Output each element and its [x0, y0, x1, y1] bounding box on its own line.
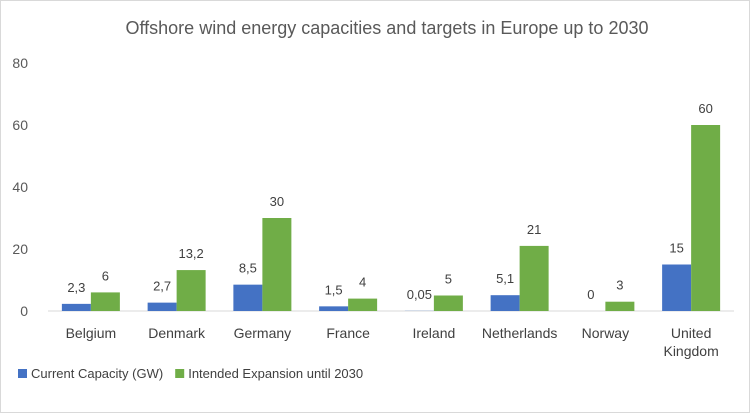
x-tick-label: Belgium	[66, 325, 117, 341]
bar-current	[319, 306, 349, 311]
data-label-current: 15	[669, 241, 683, 256]
legend-swatch-current	[18, 369, 27, 378]
bar-target	[262, 218, 292, 311]
bar-current	[147, 302, 177, 311]
data-label-current: 8,5	[239, 261, 257, 276]
bar-target	[176, 270, 206, 311]
data-label-current: 0,05	[407, 287, 432, 302]
x-tick-label: Netherlands	[482, 325, 558, 341]
bar-current	[233, 284, 263, 311]
x-tick-label: Ireland	[412, 325, 455, 341]
x-tick-label: Denmark	[148, 325, 206, 341]
y-tick-label: 0	[20, 303, 28, 319]
data-label-current: 5,1	[496, 271, 514, 286]
bar-target	[519, 245, 549, 311]
bar-target	[691, 125, 721, 311]
x-tick-label: Norway	[582, 325, 629, 341]
data-label-target: 13,2	[178, 246, 203, 261]
data-label-target: 21	[527, 222, 541, 237]
bar-target	[90, 292, 120, 311]
bar-current	[662, 264, 692, 311]
bar-target	[605, 301, 635, 311]
data-label-current: 2,7	[153, 279, 171, 294]
data-label-target: 6	[102, 268, 109, 283]
data-label-current: 1,5	[325, 282, 343, 297]
x-tick-label: France	[326, 325, 370, 341]
y-tick-label: 60	[12, 117, 28, 133]
legend-label-target: Intended Expansion until 2030	[188, 366, 363, 381]
y-tick-label: 40	[12, 179, 28, 195]
data-label-target: 5	[445, 272, 452, 287]
bar-current	[490, 295, 520, 311]
x-tick-label: Germany	[234, 325, 292, 341]
bar-current	[61, 303, 91, 311]
data-label-target: 3	[616, 278, 623, 293]
y-tick-label: 80	[12, 55, 28, 71]
x-tick-label: Kingdom	[663, 343, 718, 359]
legend-swatch-target	[175, 369, 185, 378]
bar-target	[433, 295, 463, 311]
data-label-target: 60	[698, 101, 712, 116]
data-label-current: 0	[587, 287, 594, 302]
data-label-current: 2,3	[67, 280, 85, 295]
legend-label-current: Current Capacity (GW)	[31, 366, 163, 381]
bar-target	[348, 298, 378, 311]
chart-title: Offshore wind energy capacities and targ…	[125, 18, 648, 38]
data-label-target: 4	[359, 275, 366, 290]
x-tick-label: United	[671, 325, 711, 341]
data-label-target: 30	[270, 194, 284, 209]
y-tick-label: 20	[12, 241, 28, 257]
